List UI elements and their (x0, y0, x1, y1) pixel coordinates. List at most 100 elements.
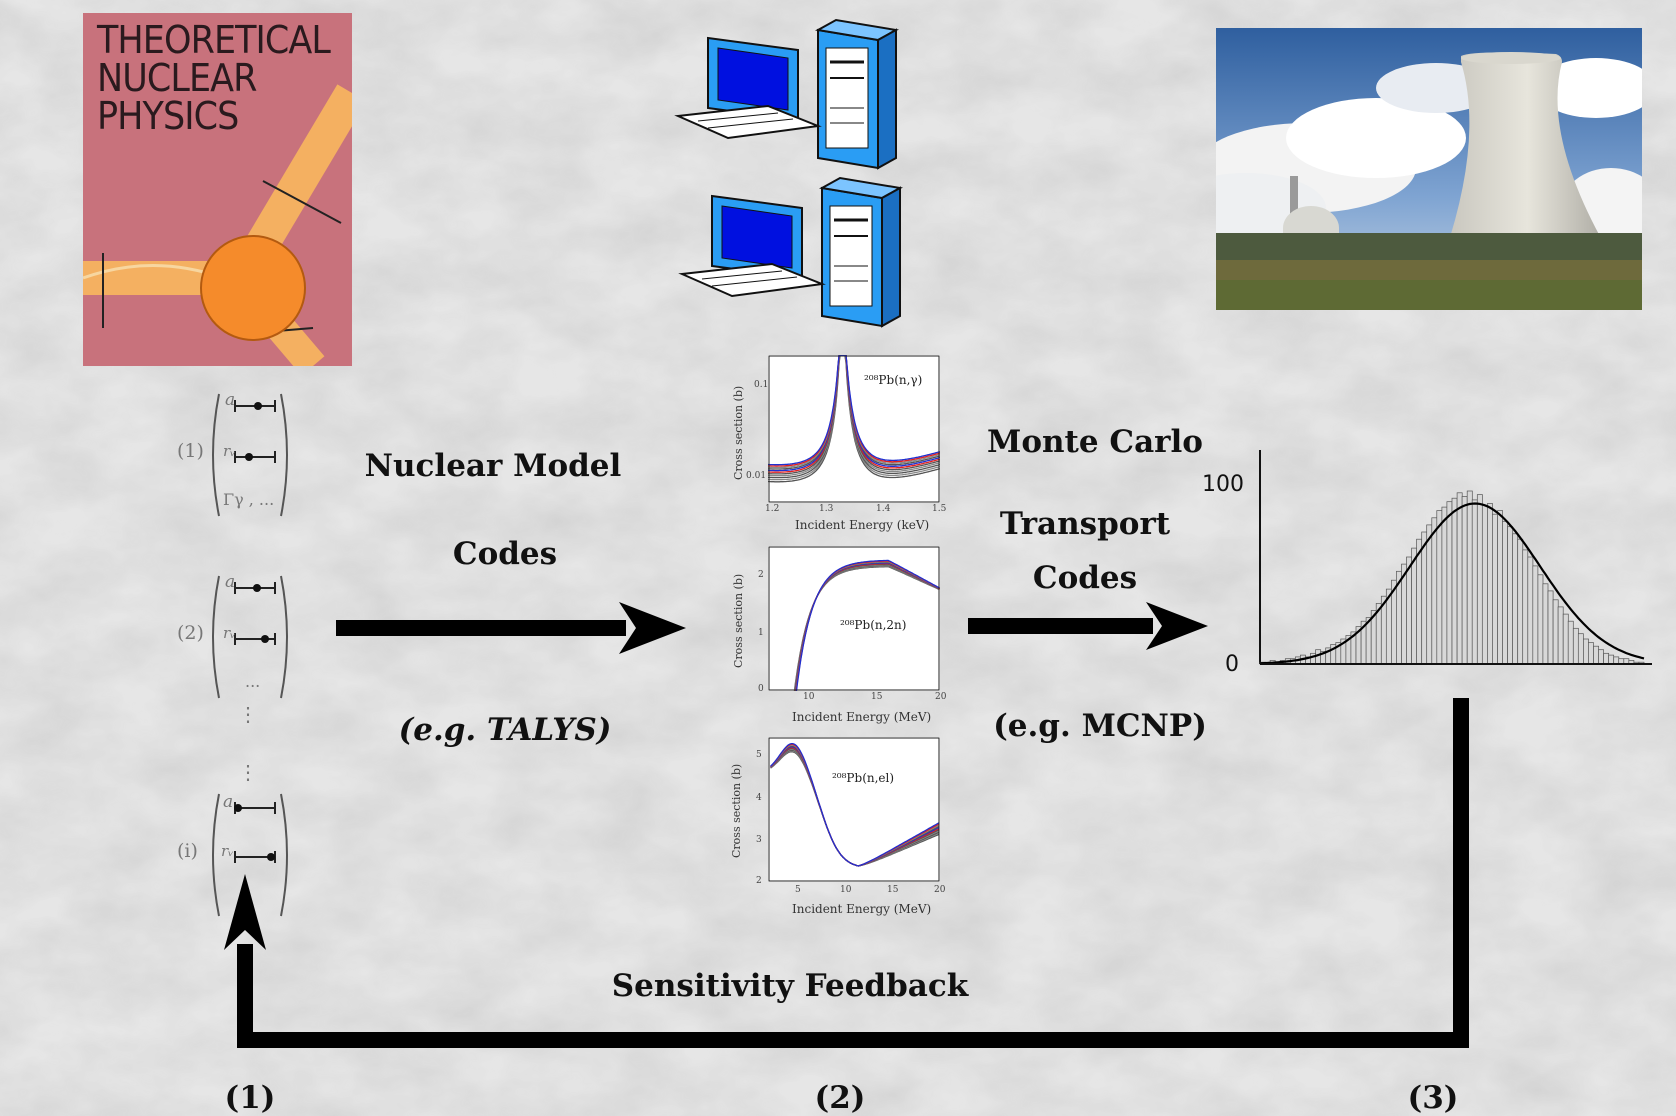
histogram-bar (1608, 654, 1615, 665)
parameter-matrix (212, 575, 288, 699)
xtick: 10 (803, 692, 815, 702)
book-title-line: THEORETICAL (97, 18, 331, 62)
plot-xlabel: Incident Energy (keV) (795, 518, 930, 532)
histogram-bar (1436, 510, 1443, 665)
xtick: 20 (935, 692, 947, 702)
plot-n-el-canvas (768, 737, 940, 882)
ytick: 0.1 (754, 380, 769, 390)
parameter-more: ... (245, 672, 261, 691)
histogram-bar (1567, 620, 1574, 665)
parameter-rv: rᵥ (221, 842, 234, 860)
histogram-ytick: 100 (1202, 472, 1244, 497)
mcnp-label: (e.g. MCNP) (993, 708, 1207, 744)
sensitivity-feedback-label: Sensitivity Feedback (611, 968, 969, 1004)
series-line (768, 355, 940, 466)
histogram-bar (1532, 565, 1539, 665)
plot-xlabel: Incident Energy (MeV) (792, 902, 932, 916)
histogram-bar (1411, 547, 1418, 665)
histogram-bar (1593, 645, 1599, 665)
parameter-gamma: Γγ , ... (223, 490, 275, 509)
nuclear-model-label: Nuclear Model (364, 448, 622, 484)
talys-label: (e.g. TALYS) (398, 712, 612, 748)
histogram-bar (1517, 538, 1524, 665)
histogram (1259, 450, 1652, 665)
stage-2-label: (2) (814, 1080, 866, 1116)
stage-1-label: (1) (224, 1080, 276, 1116)
histogram-bar (1446, 501, 1453, 665)
plot-title: ²⁰⁸Pb(n,γ) (864, 373, 923, 387)
histogram-bar (1441, 506, 1448, 665)
histogram-bar (1557, 606, 1564, 665)
book-title-line: NUCLEAR (97, 56, 257, 100)
power-plant-photo (1216, 28, 1642, 310)
ytick: 4 (756, 793, 762, 803)
parameter-rv: rᵥ (223, 624, 236, 642)
book-title: THEORETICAL NUCLEAR PHYSICS (97, 18, 331, 138)
xtick: 1.5 (932, 504, 947, 514)
histogram-bar (1583, 638, 1589, 665)
series-line (795, 559, 940, 691)
histogram-bar (1588, 642, 1594, 665)
nuclear-physics-book-cover: THEORETICAL NUCLEAR PHYSICS (83, 13, 352, 366)
parameter-set-1: (1) a rᵥ Γγ , ... (175, 390, 295, 520)
histogram-bar (1416, 538, 1423, 665)
plot-frame (768, 546, 940, 691)
ytick: 1 (758, 628, 764, 638)
histogram-bar (1471, 499, 1478, 665)
histogram-bar (1577, 633, 1584, 665)
series-line (768, 355, 940, 467)
histogram-bar (1527, 556, 1534, 665)
histogram-bar (1421, 531, 1428, 665)
book-title-line: PHYSICS (97, 94, 239, 138)
histogram-bar (1466, 490, 1473, 665)
histogram-bar (1598, 649, 1604, 665)
parameter-set-2: (2) a rᵥ ... (175, 572, 295, 702)
parameter-set-index: (1) (177, 440, 204, 462)
parameter-matrix (212, 393, 288, 517)
plot-frame (768, 737, 940, 882)
xtick: 20 (934, 885, 946, 895)
series-line (768, 355, 940, 469)
transport-label: Transport (999, 506, 1171, 542)
monte-carlo-label: Monte Carlo (987, 424, 1203, 460)
histogram-bar (1522, 549, 1529, 665)
vertical-ellipsis: ⋮ (238, 760, 258, 784)
histogram-bar (1481, 504, 1488, 665)
histogram-bar (1426, 524, 1433, 665)
plot-n-2n-canvas (768, 546, 940, 691)
cross-section-plot-n-el: ²⁰⁸Pb(n,el) (768, 737, 940, 882)
ytick: 0.01 (746, 471, 767, 481)
ytick: 3 (756, 835, 762, 845)
ytick: 2 (758, 570, 764, 580)
codes-label: Codes (452, 536, 558, 572)
gaussian-fit-curve (1259, 502, 1645, 665)
histogram-bar (1476, 494, 1483, 665)
histogram-bar (1456, 492, 1463, 665)
histogram-bar (1552, 599, 1559, 665)
plot-ylabel: Cross section (b) (732, 385, 745, 480)
histogram-bar (1461, 496, 1468, 665)
xtick: 5 (795, 885, 801, 895)
histogram-bar (1310, 652, 1316, 665)
histogram-bar (1572, 627, 1579, 665)
vertical-ellipsis: ⋮ (238, 702, 258, 726)
histogram-bar (1451, 497, 1458, 665)
xtick: 1.4 (876, 504, 891, 514)
parameter-a: a (225, 572, 236, 592)
histogram-bar (1406, 556, 1412, 665)
histogram-bar (1512, 533, 1519, 665)
parameter-matrix (212, 793, 288, 917)
ytick: 5 (756, 750, 762, 760)
histogram-bar (1492, 513, 1498, 665)
plot-frame (768, 355, 940, 503)
histogram-bar (1497, 510, 1503, 665)
histogram-bar (1315, 649, 1322, 665)
histogram-bar (1537, 574, 1544, 665)
histogram-bar (1431, 517, 1438, 665)
right-arrow-1 (336, 602, 686, 654)
xtick: 15 (887, 885, 899, 895)
xtick: 15 (871, 692, 883, 702)
parameter-rv: rᵥ (223, 442, 236, 460)
histogram-bar (1603, 652, 1610, 665)
histogram-ytick: 0 (1225, 652, 1239, 677)
